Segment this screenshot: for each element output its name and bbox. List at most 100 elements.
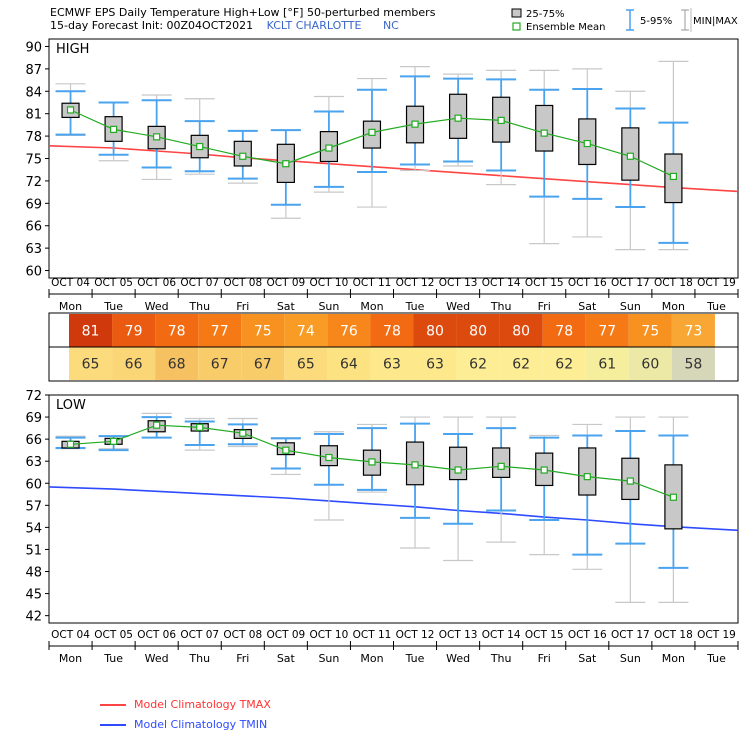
- low-temp-value: 61: [598, 357, 616, 373]
- high-temp-value: 78: [383, 324, 401, 340]
- low-temp-value: 66: [125, 357, 143, 373]
- high-temp-value: 80: [469, 324, 487, 340]
- low-temp-value: 58: [684, 357, 702, 373]
- low-panel-date-label: OCT 06: [137, 629, 176, 641]
- high-panel-date-label: OCT 08: [223, 277, 262, 289]
- high-panel-mean-marker: [325, 144, 333, 152]
- low-temp-value: 60: [641, 357, 659, 373]
- low-temp-cell: [112, 347, 156, 380]
- low-temp-value: 65: [297, 357, 315, 373]
- high-panel-date-label: OCT 18: [654, 277, 693, 289]
- high-panel-ytick-label: 84: [25, 85, 42, 100]
- low-panel-date-label: OCT 12: [396, 629, 435, 641]
- high-panel-ytick-label: 78: [25, 130, 42, 145]
- high-panel-clim-line: [48, 145, 739, 193]
- low-panel-mean-marker: [540, 466, 548, 474]
- low-panel-day-label: Tue: [405, 652, 425, 665]
- header-title-prefix: ECMWF EPS Daily Temperature High+Low [: [50, 6, 288, 19]
- low-temp-cell: [542, 347, 586, 380]
- low-panel-date-label: OCT 16: [568, 629, 607, 641]
- high-temp-value: 73: [684, 324, 702, 340]
- low-panel-iqr-box: [492, 447, 511, 478]
- low-temp-cell: [155, 347, 199, 380]
- low-panel-ytick-label: 72: [25, 389, 42, 404]
- high-temp-value: 80: [512, 324, 530, 340]
- high-panel-mean-marker: [497, 116, 505, 125]
- low-temp-cell: [585, 347, 629, 380]
- header-title-suffix: ] 50-perturbed members: [299, 6, 436, 19]
- low-panel-date-label: OCT 13: [439, 629, 478, 641]
- low-panel-day-label: Fri: [236, 652, 249, 665]
- legend-p5-95-label: 5-95%: [640, 16, 673, 27]
- low-panel-mean-marker: [583, 473, 591, 481]
- high-panel-date-label: OCT 07: [180, 277, 219, 289]
- low-temp-cell: [499, 347, 543, 380]
- high-panel-ytick-label: 63: [25, 242, 42, 257]
- high-panel-date-label: OCT 04: [51, 277, 90, 289]
- high-panel-mean-marker: [669, 172, 678, 181]
- low-panel-ytick-label: 45: [25, 588, 42, 603]
- high-panel-ytick-label: 72: [25, 175, 42, 190]
- low-panel-day-label: Sun: [318, 652, 339, 665]
- low-panel-date-label: OCT 05: [94, 629, 133, 641]
- high-panel-mean-marker: [153, 133, 161, 141]
- low-panel-ytick-label: 51: [25, 543, 42, 558]
- high-temp-value: 79: [125, 324, 143, 340]
- legend-iqr-label: 25-75%: [526, 9, 565, 20]
- low-panel-day-label: Thu: [490, 652, 512, 665]
- low-temp-cell: [284, 347, 328, 380]
- low-temp-value: 67: [211, 357, 229, 373]
- high-temp-value: 80: [426, 324, 444, 340]
- high-panel-day-label: Wed: [145, 300, 169, 313]
- low-panel-mean-marker: [368, 458, 376, 466]
- low-panel-mean-marker: [153, 421, 161, 429]
- high-temp-cell: [284, 314, 328, 347]
- low-panel-clim-line: [48, 486, 739, 532]
- high-panel-date-label: OCT 12: [396, 277, 435, 289]
- low-panel-ytick-label: 54: [25, 521, 42, 536]
- high-temp-cell: [585, 314, 629, 347]
- high-panel-date-label: OCT 06: [137, 277, 176, 289]
- high-temp-value: 76: [340, 324, 358, 340]
- low-temp-cell: [327, 347, 371, 380]
- clim-tmin-swatch: [100, 724, 126, 726]
- high-panel-mean-marker: [196, 142, 204, 151]
- low-panel-mean-marker: [109, 437, 118, 445]
- low-panel-ytick-label: 66: [25, 433, 42, 448]
- low-panel-day-label: Tue: [103, 652, 123, 665]
- low-panel-date-label: OCT 08: [223, 629, 262, 641]
- low-temp-cell: [241, 347, 285, 380]
- low-temp-value: 63: [426, 357, 444, 373]
- low-temp-cell: [198, 347, 242, 380]
- high-panel-date-label: OCT 17: [611, 277, 650, 289]
- high-panel-day-label: Sun: [620, 300, 641, 313]
- high-panel-mean-marker: [411, 120, 419, 128]
- low-panel-mean-marker: [239, 429, 247, 437]
- low-panel-date-label: OCT 19: [697, 629, 736, 641]
- high-panel-date-label: OCT 05: [94, 277, 133, 289]
- low-panel-day-label: Sun: [620, 652, 641, 665]
- high-panel-mean-marker: [540, 129, 548, 137]
- high-panel-ytick-label: 75: [25, 153, 42, 168]
- high-panel-date-label: OCT 10: [310, 277, 349, 289]
- high-panel-date-label: OCT 19: [697, 277, 736, 289]
- legend-minmax-glyph: [681, 9, 689, 31]
- low-panel-day-label: Mon: [59, 652, 82, 665]
- clim-tmax-swatch: [100, 704, 126, 706]
- legend-clim-tmin: Model Climatology TMIN: [100, 718, 267, 731]
- high-panel-mean-marker: [66, 106, 75, 114]
- legend-mean-label: Ensemble Mean: [526, 22, 606, 33]
- low-panel-date-label: OCT 09: [266, 629, 305, 641]
- legend-minmax-label: MIN|MAX: [693, 16, 738, 27]
- low-panel-day-label: Mon: [662, 652, 685, 665]
- legend-p5-95-glyph: [626, 9, 634, 31]
- low-temp-value: 62: [469, 357, 487, 373]
- high-panel-date-label: OCT 09: [266, 277, 305, 289]
- low-temp-value: 67: [254, 357, 272, 373]
- low-temp-cell: [628, 347, 672, 380]
- low-panel-day-label: Wed: [446, 652, 470, 665]
- high-panel-mean-marker: [626, 152, 634, 160]
- low-panel-label: LOW: [56, 398, 86, 413]
- low-temp-cell: [69, 347, 113, 380]
